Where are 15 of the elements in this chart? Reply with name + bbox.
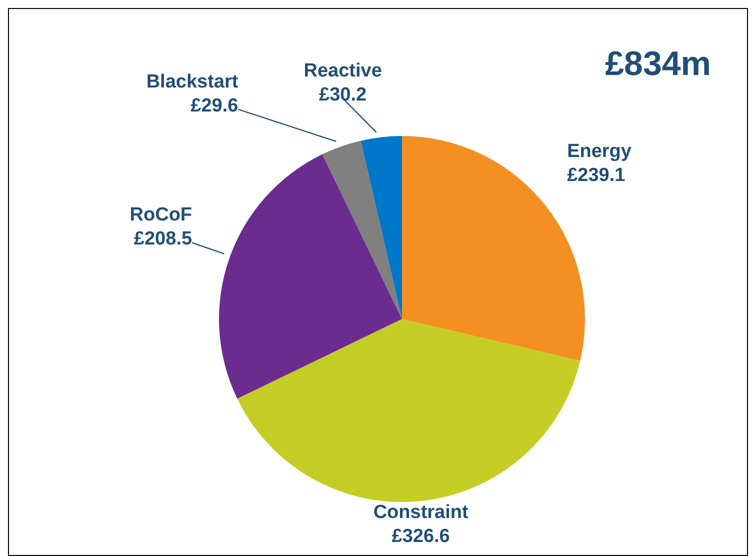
slice-label: Reactive	[304, 60, 382, 82]
slice-label: Energy	[567, 141, 632, 162]
slice-label: Blackstart	[146, 71, 239, 92]
slice-label: RoCoF	[130, 204, 192, 226]
pie-slice	[237, 319, 580, 502]
data-label: £239.1	[567, 165, 626, 186]
data-label: £29.6	[190, 95, 238, 116]
data-label: £208.5	[134, 228, 192, 250]
data-label: £326.6	[392, 526, 450, 547]
pie-slice	[360, 136, 402, 319]
pie-slice	[322, 140, 402, 319]
chart-title: £834m	[605, 45, 711, 84]
slice-label: Constraint	[373, 502, 469, 523]
pie-slice	[219, 154, 402, 399]
data-label: £30.2	[319, 84, 367, 106]
